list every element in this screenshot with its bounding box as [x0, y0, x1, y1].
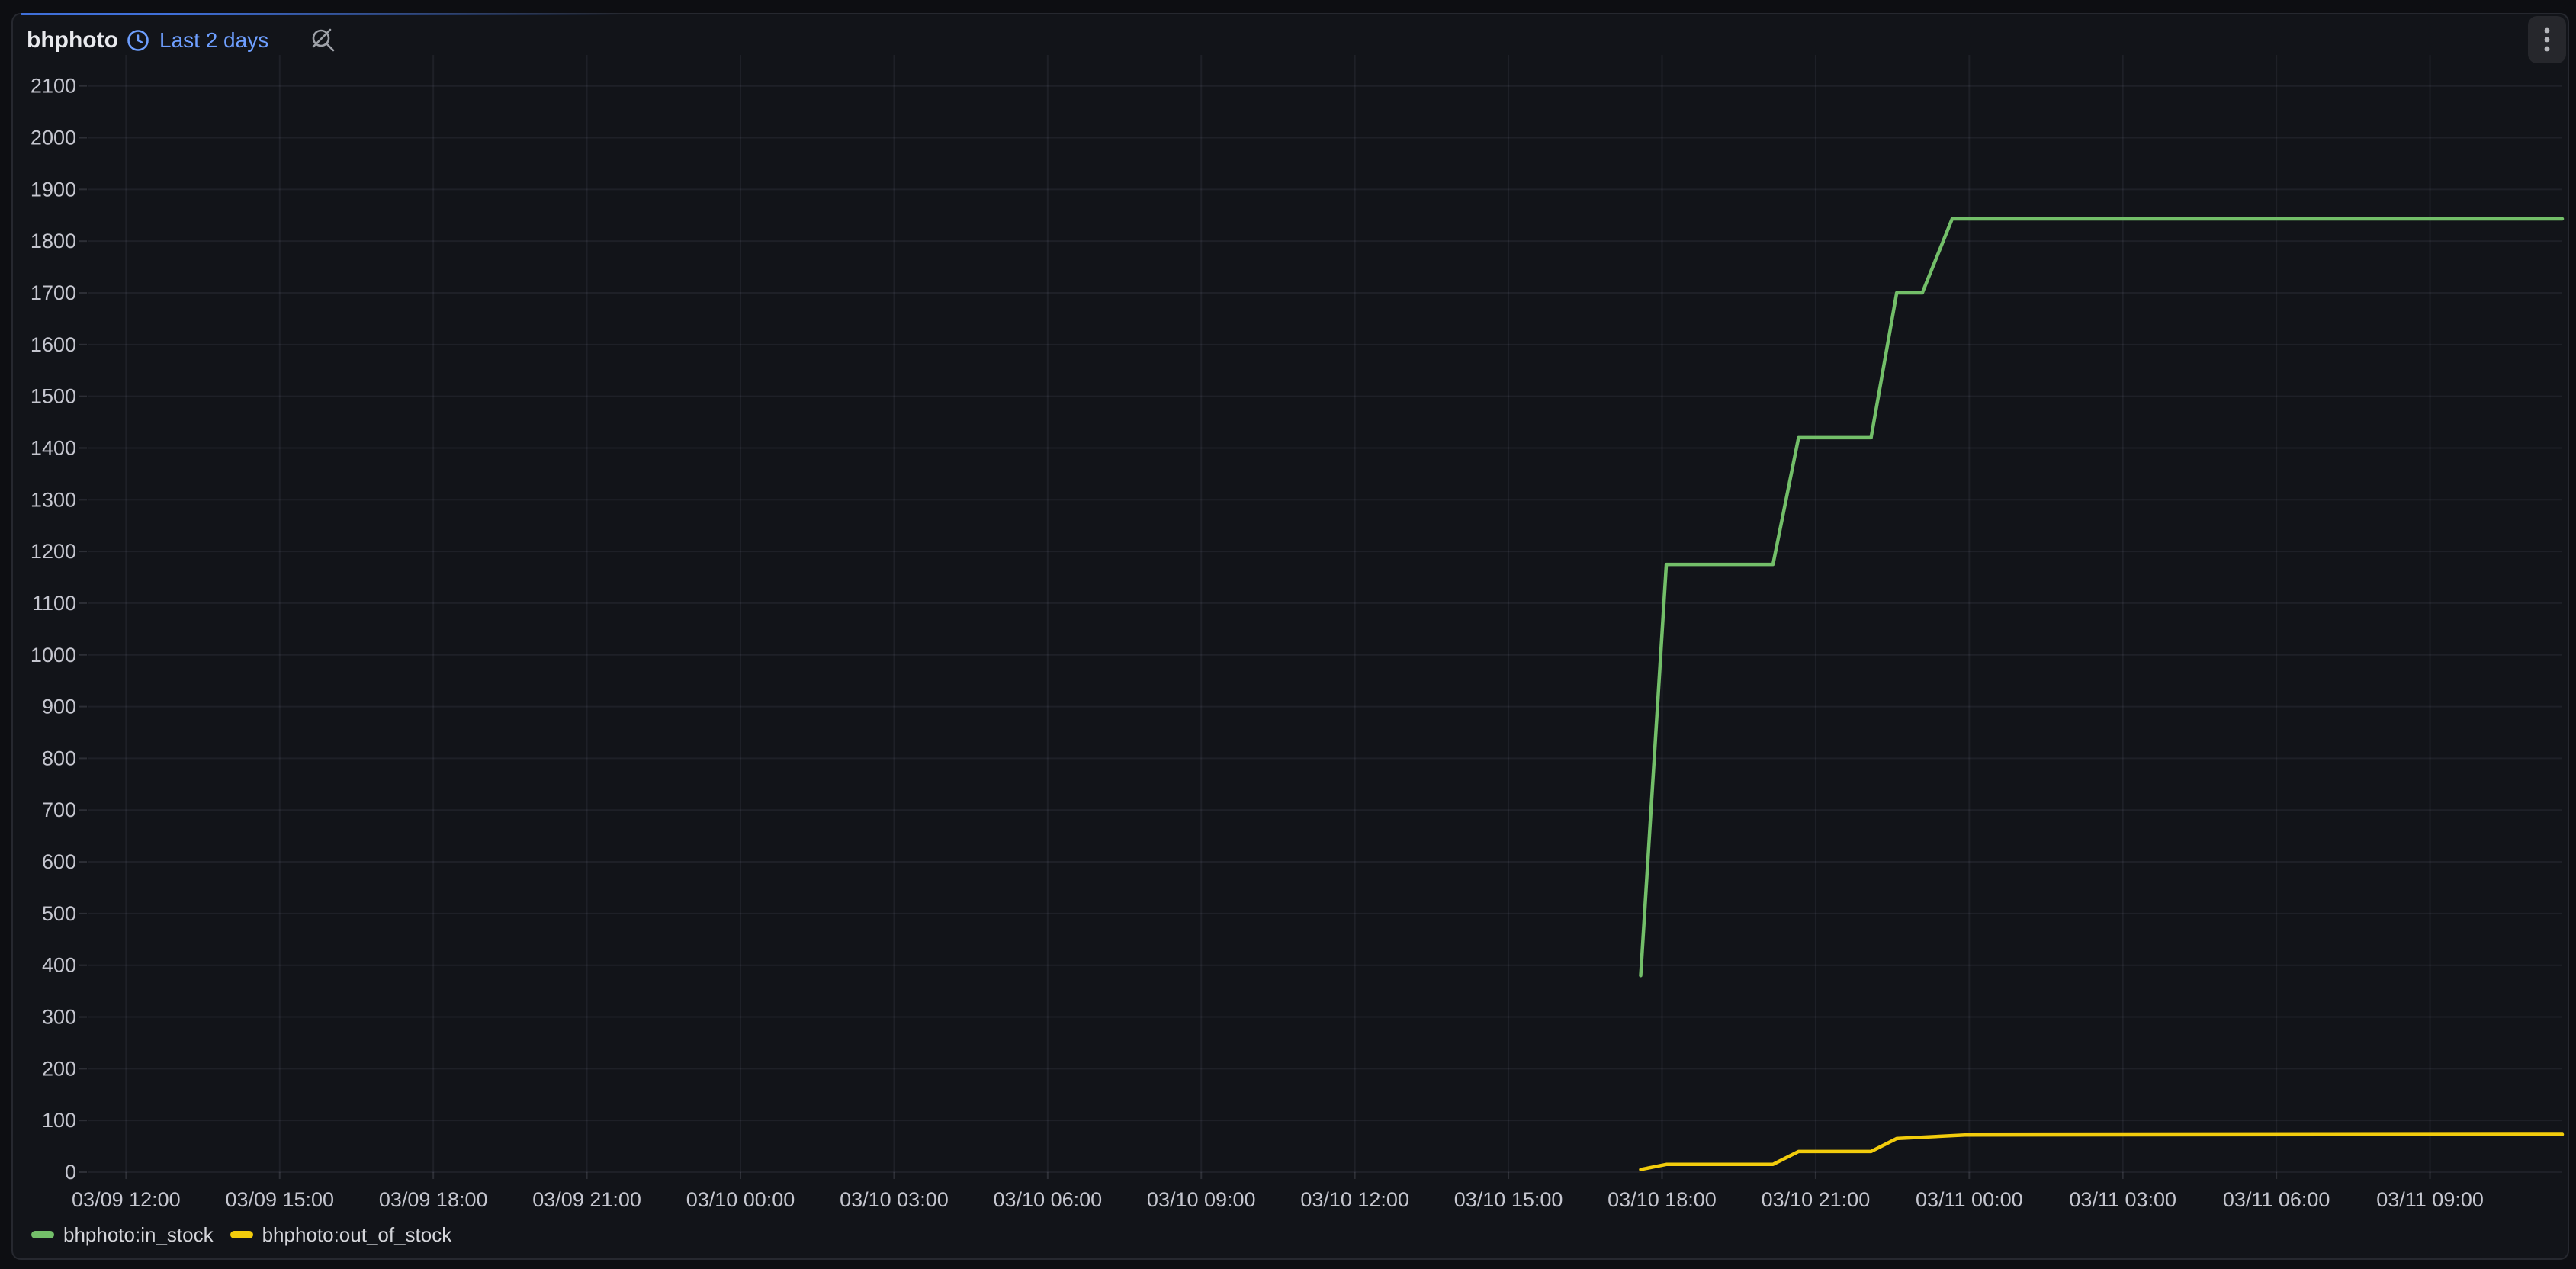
- timeseries-panel: bhphoto Last 2 days: [11, 13, 2569, 1260]
- legend-item-out-of-stock[interactable]: bhphoto:out_of_stock: [230, 1223, 452, 1246]
- magnifier-slash-icon: [312, 28, 335, 52]
- panel-accent-bar: [21, 13, 623, 15]
- kebab-menu-icon: [2544, 27, 2550, 52]
- legend-label-in-stock: bhphoto:in_stock: [63, 1223, 214, 1246]
- panel-header: bhphoto Last 2 days: [13, 14, 2568, 74]
- time-range-picker[interactable]: Last 2 days: [126, 22, 268, 59]
- clock-icon: [127, 30, 149, 51]
- time-zoom-button[interactable]: [306, 24, 341, 57]
- legend-item-in-stock[interactable]: bhphoto:in_stock: [31, 1223, 214, 1246]
- legend-swatch-in-stock: [31, 1231, 54, 1238]
- panel-menu-button[interactable]: [2528, 16, 2566, 63]
- panel-title: bhphoto: [27, 27, 118, 53]
- legend: bhphoto:in_stock bhphoto:out_of_stock: [31, 1222, 451, 1248]
- legend-swatch-out-of-stock: [230, 1231, 253, 1238]
- time-range-label: Last 2 days: [159, 28, 269, 52]
- legend-label-out-of-stock: bhphoto:out_of_stock: [262, 1223, 452, 1246]
